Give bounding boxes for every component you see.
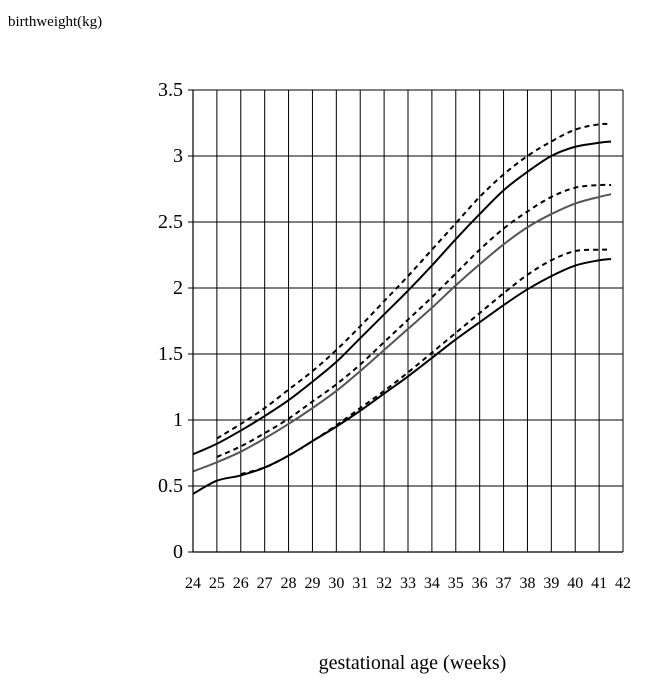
y-tick-label: 3 [173,145,183,167]
axes [188,89,623,553]
y-axis-title: birthweight(kg) [8,14,103,30]
y-tick-label: 2 [173,277,183,299]
x-tick-label: 31 [352,575,368,592]
x-tick-label: 28 [281,575,297,592]
x-tick-label: 40 [567,575,583,592]
series-line-5 [192,257,612,495]
series-group [192,122,612,495]
y-tick-label: 1.5 [158,343,183,365]
series-line-6 [240,248,612,476]
x-tick-label: 35 [448,575,464,592]
x-tick-label: 25 [209,575,225,592]
x-tick-label: 37 [496,575,512,592]
x-tick-label: 41 [591,575,607,592]
x-tick-label: 39 [543,575,559,592]
x-tick-label: 24 [185,575,201,592]
x-tick-label: 32 [376,575,392,592]
y-tick-label: 3.5 [158,79,183,101]
series-line-4 [216,183,612,458]
x-tick-label: 34 [424,575,440,592]
x-tick-label: 27 [257,575,273,592]
series-line-2 [216,122,612,440]
series-line-3 [192,193,612,473]
y-tick-label: 0 [173,541,183,563]
y-tick-label: 0.5 [158,475,183,497]
y-tick-label: 2.5 [158,211,183,233]
x-tick-label: 29 [304,575,320,592]
series-line-1 [192,140,612,456]
x-tick-label: 42 [615,575,631,592]
x-tick-label: 33 [400,575,416,592]
x-axis-title: gestational age (weeks) [318,652,507,674]
x-tick-label: 26 [233,575,249,592]
y-tick-label: 1 [173,409,183,431]
x-tick-label: 30 [328,575,344,592]
x-tick-label: 36 [472,575,488,592]
x-tick-label: 38 [519,575,535,592]
tick-labels: 0 0.5 1 1.5 2 2.5 3 3.5 24 25 26 27 28 29 30 31 32 33 34 35… [158,79,631,592]
